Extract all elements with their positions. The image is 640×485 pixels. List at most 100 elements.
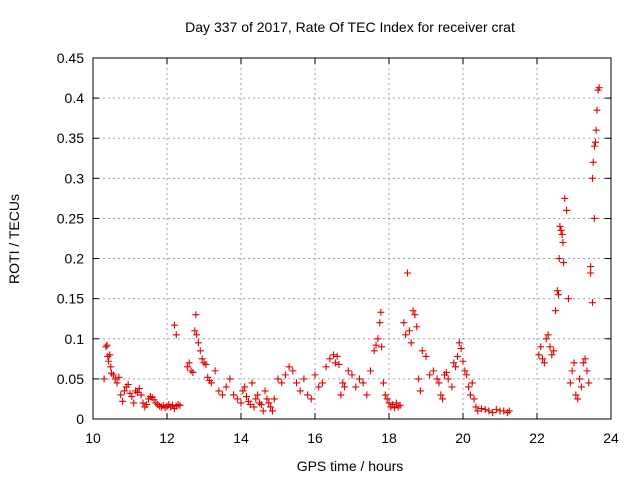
data-point [418, 347, 426, 355]
data-point [259, 407, 267, 415]
data-point [379, 379, 387, 387]
data-point [593, 106, 601, 114]
data-point [433, 375, 441, 383]
data-point [439, 395, 447, 403]
data-point [293, 379, 300, 387]
data-point [415, 375, 423, 383]
data-point [172, 331, 180, 339]
data-point [579, 359, 587, 367]
data-point [378, 343, 386, 351]
x-tick-label: 24 [603, 430, 619, 446]
data-point [561, 194, 569, 202]
data-point [163, 402, 171, 410]
data-point [465, 383, 473, 391]
plot-frame [92, 57, 612, 420]
y-tick-label: 0.05 [57, 371, 84, 387]
data-point [103, 341, 111, 349]
y-tick-label: 0 [76, 411, 84, 427]
data-point [200, 359, 208, 367]
data-point [359, 379, 367, 387]
data-point [374, 335, 382, 343]
chart-title: Day 337 of 2017, Rate Of TEC Index for r… [185, 19, 515, 35]
data-point [222, 383, 230, 391]
data-point [100, 375, 108, 383]
data-point [470, 395, 478, 403]
data-point [352, 383, 360, 391]
data-point [193, 331, 201, 339]
data-point [489, 409, 497, 417]
data-point [591, 138, 599, 146]
data-point [589, 158, 597, 166]
data-point [169, 401, 177, 409]
data-point [559, 239, 567, 247]
data-point [422, 352, 430, 360]
data-point [120, 387, 128, 395]
data-point [341, 383, 349, 391]
data-point [546, 343, 554, 351]
data-point [385, 399, 393, 407]
data-point [108, 369, 115, 377]
data-point [102, 343, 110, 351]
data-point [187, 367, 195, 375]
y-tick-label: 0.15 [57, 291, 84, 307]
data-point [457, 344, 465, 352]
data-point [263, 395, 271, 403]
data-point [552, 307, 559, 315]
data-point [372, 341, 380, 349]
data-point [535, 351, 543, 359]
data-point [333, 352, 341, 360]
data-point [572, 391, 580, 399]
data-point [344, 367, 352, 375]
data-point [246, 401, 254, 409]
data-point [115, 373, 123, 381]
data-point [459, 357, 467, 365]
data-point [550, 347, 558, 355]
grid [93, 58, 611, 419]
data-point [553, 287, 561, 295]
data-point [339, 379, 347, 387]
data-point [429, 367, 437, 375]
data-point [396, 401, 404, 409]
data-point [237, 399, 245, 407]
x-tick-label: 12 [159, 430, 175, 446]
data-point [278, 379, 286, 387]
data-point [109, 371, 117, 379]
data-point [405, 327, 413, 335]
data-point [128, 393, 136, 401]
data-point [585, 379, 593, 387]
data-point [230, 391, 238, 399]
x-tick-label: 20 [455, 430, 471, 446]
data-point [555, 255, 563, 263]
data-point [444, 375, 452, 383]
data-point [111, 375, 119, 383]
data-point [557, 226, 565, 234]
data-point [537, 343, 545, 351]
data-point [261, 387, 269, 395]
x-tick-label: 16 [307, 430, 323, 446]
data-point [300, 375, 308, 383]
data-point [391, 404, 399, 412]
data-point [318, 379, 326, 387]
data-point [185, 359, 193, 367]
data-point [453, 352, 461, 360]
data-point [268, 407, 276, 415]
data-point [592, 126, 600, 134]
data-point [472, 403, 480, 411]
data-point [590, 214, 598, 222]
data-point [219, 391, 226, 399]
data-point [274, 375, 282, 383]
data-point [478, 405, 485, 413]
data-point [570, 359, 578, 367]
data-point [367, 367, 374, 375]
data-point [437, 391, 445, 399]
data-point [589, 174, 596, 182]
data-point [381, 391, 389, 399]
data-point [416, 387, 424, 395]
data-point [267, 403, 275, 411]
data-point [331, 359, 339, 367]
y-tick-label: 0.4 [65, 90, 85, 106]
x-tick-label: 18 [381, 430, 397, 446]
data-point [560, 259, 568, 267]
data-point [402, 331, 410, 339]
data-point [170, 321, 178, 329]
